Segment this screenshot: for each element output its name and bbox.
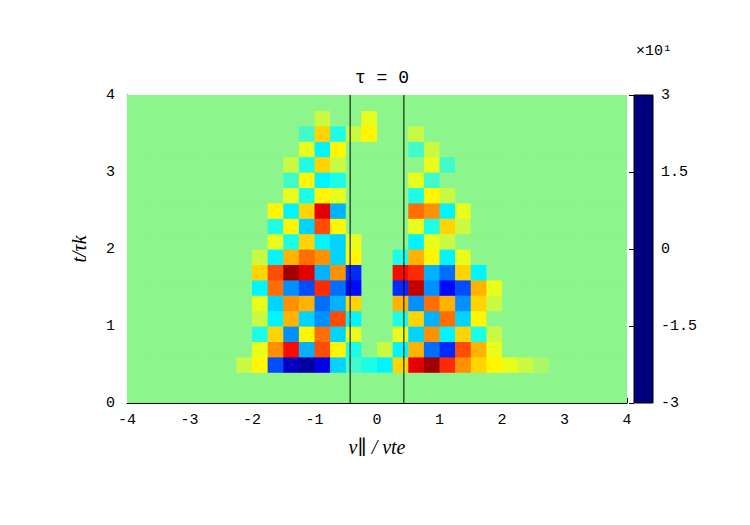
svg-text:-2: -2 — [243, 412, 261, 429]
svg-text:3: 3 — [560, 412, 569, 429]
svg-text:τ = 0: τ = 0 — [355, 68, 409, 88]
svg-text:×10¹: ×10¹ — [636, 43, 672, 60]
svg-text:4: 4 — [622, 412, 631, 429]
svg-text:0: 0 — [372, 412, 381, 429]
svg-text:3: 3 — [106, 164, 115, 181]
svg-text:-3: -3 — [661, 395, 679, 412]
svg-text:-1.5: -1.5 — [661, 318, 697, 335]
svg-text:1: 1 — [435, 412, 444, 429]
svg-text:v∥ / vte: v∥ / vte — [349, 436, 406, 458]
svg-text:0: 0 — [106, 395, 115, 412]
svg-text:t/τk: t/τk — [68, 234, 90, 262]
svg-text:4: 4 — [106, 87, 115, 104]
svg-text:-3: -3 — [180, 412, 198, 429]
svg-text:-1: -1 — [305, 412, 323, 429]
svg-text:3: 3 — [661, 87, 670, 104]
svg-text:0: 0 — [661, 241, 670, 258]
svg-text:-4: -4 — [118, 412, 136, 429]
svg-text:2: 2 — [106, 241, 115, 258]
svg-text:1: 1 — [106, 318, 115, 335]
svg-text:1.5: 1.5 — [661, 164, 688, 181]
svg-text:2: 2 — [497, 412, 506, 429]
